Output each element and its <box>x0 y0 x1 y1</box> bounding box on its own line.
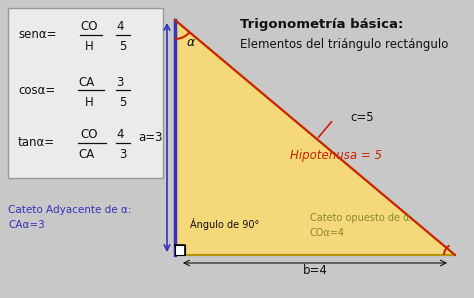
Text: b=4: b=4 <box>302 265 328 277</box>
Polygon shape <box>175 20 455 255</box>
Text: Trigonometría básica:: Trigonometría básica: <box>240 18 403 31</box>
Text: Elementos del triángulo rectángulo: Elementos del triángulo rectángulo <box>240 38 448 51</box>
Text: 4: 4 <box>116 21 124 33</box>
Text: senα=: senα= <box>18 29 56 41</box>
Text: cosα=: cosα= <box>18 83 55 97</box>
Text: H: H <box>85 95 94 108</box>
Text: tanα=: tanα= <box>18 136 55 150</box>
Text: CAα=3: CAα=3 <box>8 220 45 230</box>
Text: CO: CO <box>80 21 98 33</box>
Text: CA: CA <box>78 75 94 89</box>
FancyBboxPatch shape <box>8 8 163 178</box>
Text: COα=4: COα=4 <box>310 228 345 238</box>
Text: H: H <box>85 41 94 54</box>
Text: c=5: c=5 <box>350 111 374 124</box>
Text: Hipotenusa = 5: Hipotenusa = 5 <box>290 148 382 162</box>
Text: 5: 5 <box>119 41 127 54</box>
Text: α: α <box>187 35 195 49</box>
Bar <box>175 245 185 255</box>
Text: 5: 5 <box>119 95 127 108</box>
Text: 4: 4 <box>116 128 124 142</box>
Text: Cateto opuesto de α:: Cateto opuesto de α: <box>310 213 413 223</box>
Text: CA: CA <box>78 148 94 162</box>
Text: 3: 3 <box>116 75 123 89</box>
Text: Ángulo de 90°: Ángulo de 90° <box>190 218 259 230</box>
Text: CO: CO <box>80 128 98 142</box>
Text: a=3: a=3 <box>138 131 163 144</box>
Text: 3: 3 <box>119 148 127 162</box>
Text: Cateto Adyacente de α:: Cateto Adyacente de α: <box>8 205 131 215</box>
